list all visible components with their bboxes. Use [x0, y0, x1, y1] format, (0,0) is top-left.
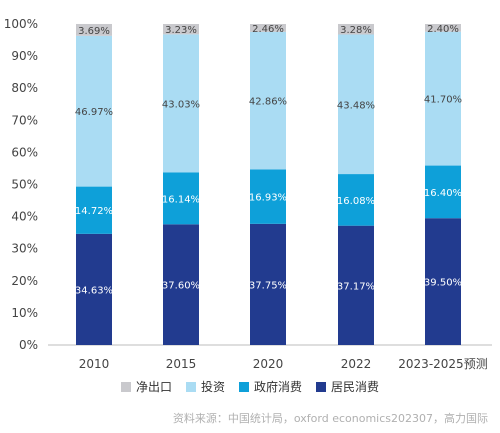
- bar-segment: [250, 223, 286, 345]
- data-label: 2.40%: [427, 24, 459, 35]
- legend-swatch: [185, 381, 196, 392]
- bar-segment: [250, 24, 286, 32]
- data-label: 39.50%: [424, 278, 462, 289]
- bar-segment: [163, 34, 199, 173]
- x-tick-label: 2015: [166, 357, 197, 371]
- legend-label: 居民消费: [331, 380, 380, 394]
- legend-label: 政府消费: [254, 380, 303, 394]
- y-tick-label: 80%: [11, 81, 38, 95]
- data-label: 16.08%: [337, 196, 375, 207]
- y-tick-label: 60%: [11, 145, 38, 159]
- legend-item: 居民消费: [316, 378, 379, 395]
- bar-segment: [338, 23, 374, 35]
- data-label: 16.40%: [424, 188, 462, 199]
- data-label: 43.48%: [337, 100, 375, 111]
- y-tick-label: 40%: [11, 210, 38, 224]
- legend-item: 净出口: [120, 378, 172, 395]
- data-label: 3.69%: [78, 26, 110, 37]
- y-tick-label: 30%: [11, 242, 38, 256]
- bar-segment: [425, 24, 461, 32]
- bar-segment: [250, 169, 286, 224]
- x-tick-label: 2022: [341, 357, 372, 371]
- data-label: 42.86%: [249, 97, 287, 108]
- bar-segment: [76, 233, 112, 345]
- legend-swatch: [239, 381, 249, 392]
- data-label: 2.46%: [252, 24, 284, 35]
- y-tick-label: 10%: [11, 306, 38, 320]
- x-tick-label: 2010: [79, 357, 110, 371]
- legend-item: 投资: [185, 378, 225, 395]
- y-tick-label: 50%: [11, 178, 38, 192]
- bar-segment: [76, 23, 112, 36]
- bar-segment: [425, 165, 461, 219]
- x-tick-label: 2023-2025预测: [398, 357, 487, 371]
- stacked-bar-chart: 0% 10% 20% 30% 40% 50% 60% 70% 80% 90% 100% 34.63% 1…: [4, 17, 492, 371]
- data-label: 46.97%: [75, 107, 113, 118]
- legend-swatch: [120, 381, 131, 392]
- data-label: 34.63%: [75, 285, 113, 296]
- data-label: 14.72%: [75, 206, 113, 217]
- bar-segment: [250, 31, 286, 170]
- data-label: 3.23%: [165, 25, 197, 36]
- bar-segment: [163, 24, 199, 35]
- data-label: 37.75%: [249, 280, 287, 291]
- bar-segment: [338, 174, 374, 226]
- data-label: 16.14%: [162, 194, 200, 205]
- source-note: 资料来源：中国统计局，oxford economics202307，高力国际: [172, 412, 488, 425]
- data-label: 37.17%: [337, 281, 375, 292]
- y-tick-label: 90%: [11, 49, 38, 63]
- bar-segment: [163, 224, 199, 345]
- data-label: 37.60%: [162, 281, 200, 292]
- y-tick-label: 20%: [11, 274, 38, 288]
- y-tick-label: 0%: [19, 338, 38, 352]
- bar-segment: [163, 172, 199, 225]
- legend: 净出口 投资 政府消费 居民消费: [0, 378, 500, 395]
- bar-segment: [76, 35, 112, 187]
- legend-swatch: [316, 381, 327, 392]
- data-label: 16.93%: [249, 193, 287, 204]
- y-tick-label: 70%: [11, 113, 38, 127]
- x-tick-label: 2020: [253, 357, 284, 371]
- legend-item: 政府消费: [239, 378, 302, 395]
- bar-segment: [338, 34, 374, 175]
- y-tick-label: 100%: [4, 17, 38, 31]
- data-label: 41.70%: [424, 95, 462, 106]
- bar-segment: [338, 225, 374, 345]
- bar-segment: [425, 31, 461, 166]
- bar-segment: [425, 218, 461, 345]
- legend-label: 投资: [200, 380, 225, 394]
- bar-segment: [76, 186, 112, 234]
- legend-label: 净出口: [135, 380, 172, 394]
- data-label: 43.03%: [162, 99, 200, 110]
- data-label: 3.28%: [340, 25, 372, 36]
